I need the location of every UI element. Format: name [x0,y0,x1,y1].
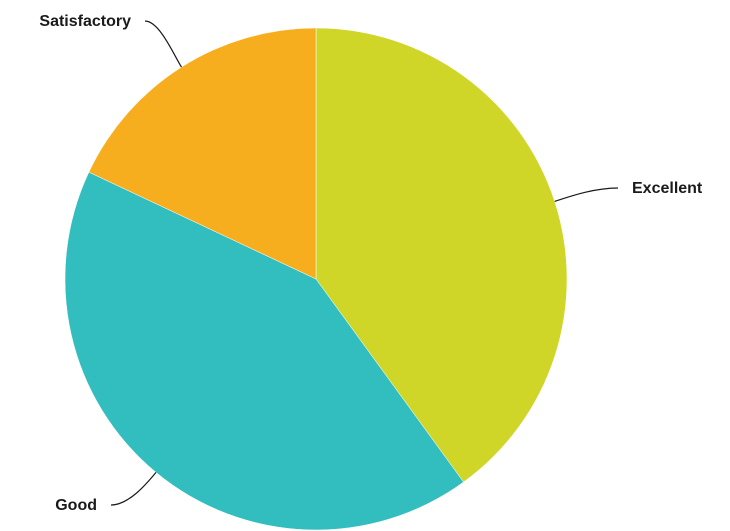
pie-labels: Excellent Good Satisfactory [39,13,703,514]
pie-label-excellent: Excellent [632,180,703,197]
pie-label-satisfactory: Satisfactory [39,13,131,30]
leader-line-satisfactory [144,20,183,68]
pie-slice-excellent [315,27,568,483]
pie-slice-good [64,171,464,531]
leader-line-good [110,472,157,506]
pie-label-good: Good [55,497,97,514]
leader-line-excellent [554,187,619,202]
pie-slices [64,27,568,531]
